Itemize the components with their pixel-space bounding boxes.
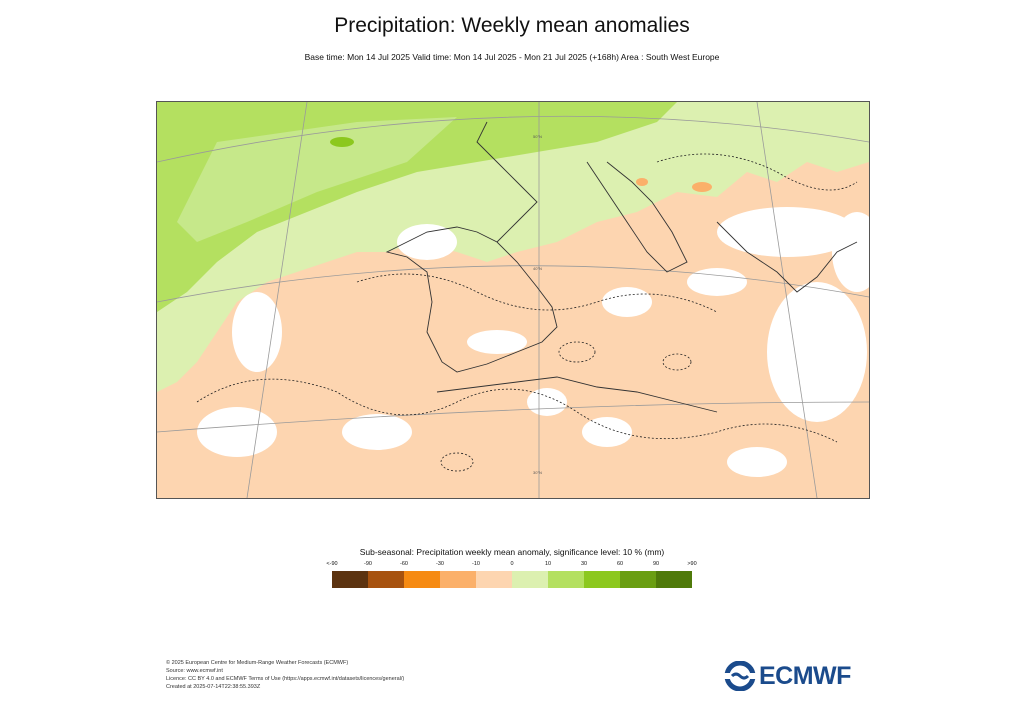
legend-tick-label: 0 — [510, 561, 514, 567]
legend-ticks: <-90 -90 -60 -30 -10 0 10 30 60 90 >90 — [326, 561, 696, 571]
legend-tick-label: >90 — [687, 561, 697, 567]
legend-swatch-7 — [584, 571, 620, 588]
chart-subtitle: Base time: Mon 14 Jul 2025 Valid time: M… — [304, 52, 720, 62]
legend-tick-label: -30 — [436, 561, 444, 567]
graticule-labels: 50°N 40°N 30°N — [533, 134, 542, 475]
legend-swatch-4 — [476, 571, 512, 588]
legend-tick-label: 10 — [544, 561, 552, 567]
legend-tick-label: 30 — [580, 561, 588, 567]
ecmwf-logo: ECMWF — [724, 660, 860, 692]
footer-created: Created at 2025-07-14T22:38:55.393Z — [166, 684, 261, 690]
footer-licence: Licence: CC BY 4.0 and ECMWF Terms of Us… — [166, 676, 405, 682]
legend-tick-label: 60 — [616, 561, 624, 567]
lat-label-40: 40°N — [533, 266, 542, 271]
legend-tick-label: -10 — [472, 561, 480, 567]
legend-swatch-5 — [512, 571, 548, 588]
legend-tick-label: 90 — [652, 561, 660, 567]
legend-title: Sub-seasonal: Precipitation weekly mean … — [359, 547, 665, 557]
chart-title: Precipitation: Weekly mean anomalies — [334, 14, 690, 37]
significance-contours — [196, 153, 858, 472]
legend-swatch-3 — [440, 571, 476, 588]
lat-label-50: 50°N — [533, 134, 542, 139]
ecmwf-logo-mark-icon — [724, 661, 756, 691]
dry-anomaly-spots — [636, 178, 712, 192]
footer-copyright: © 2025 European Centre for Medium-Range … — [166, 660, 349, 666]
coastlines — [385, 121, 858, 413]
footer-credits: © 2025 European Centre for Medium-Range … — [166, 659, 404, 691]
legend-swatch-6 — [548, 571, 584, 588]
anomaly-map: 50°N 40°N 30°N — [156, 101, 870, 499]
wet-anomaly-core — [330, 137, 354, 147]
legend-tick-label: -60 — [400, 561, 408, 567]
wet-anomaly-band — [177, 117, 457, 242]
ecmwf-logo-text: ECMWF — [759, 661, 851, 690]
legend-swatch-0 — [332, 571, 368, 588]
footer-source: Source: www.ecmwf.int — [166, 668, 223, 674]
legend-swatch-2 — [404, 571, 440, 588]
legend-swatch-8 — [620, 571, 656, 588]
insignificant-patches — [197, 207, 869, 477]
legend-tick-label: <-90 — [326, 561, 338, 567]
graticule — [157, 102, 869, 498]
lat-label-30: 30°N — [533, 470, 542, 475]
legend-colorbar — [332, 571, 692, 588]
legend-tick-label: -90 — [364, 561, 372, 567]
legend-swatch-9 — [656, 571, 692, 588]
legend-swatch-1 — [368, 571, 404, 588]
